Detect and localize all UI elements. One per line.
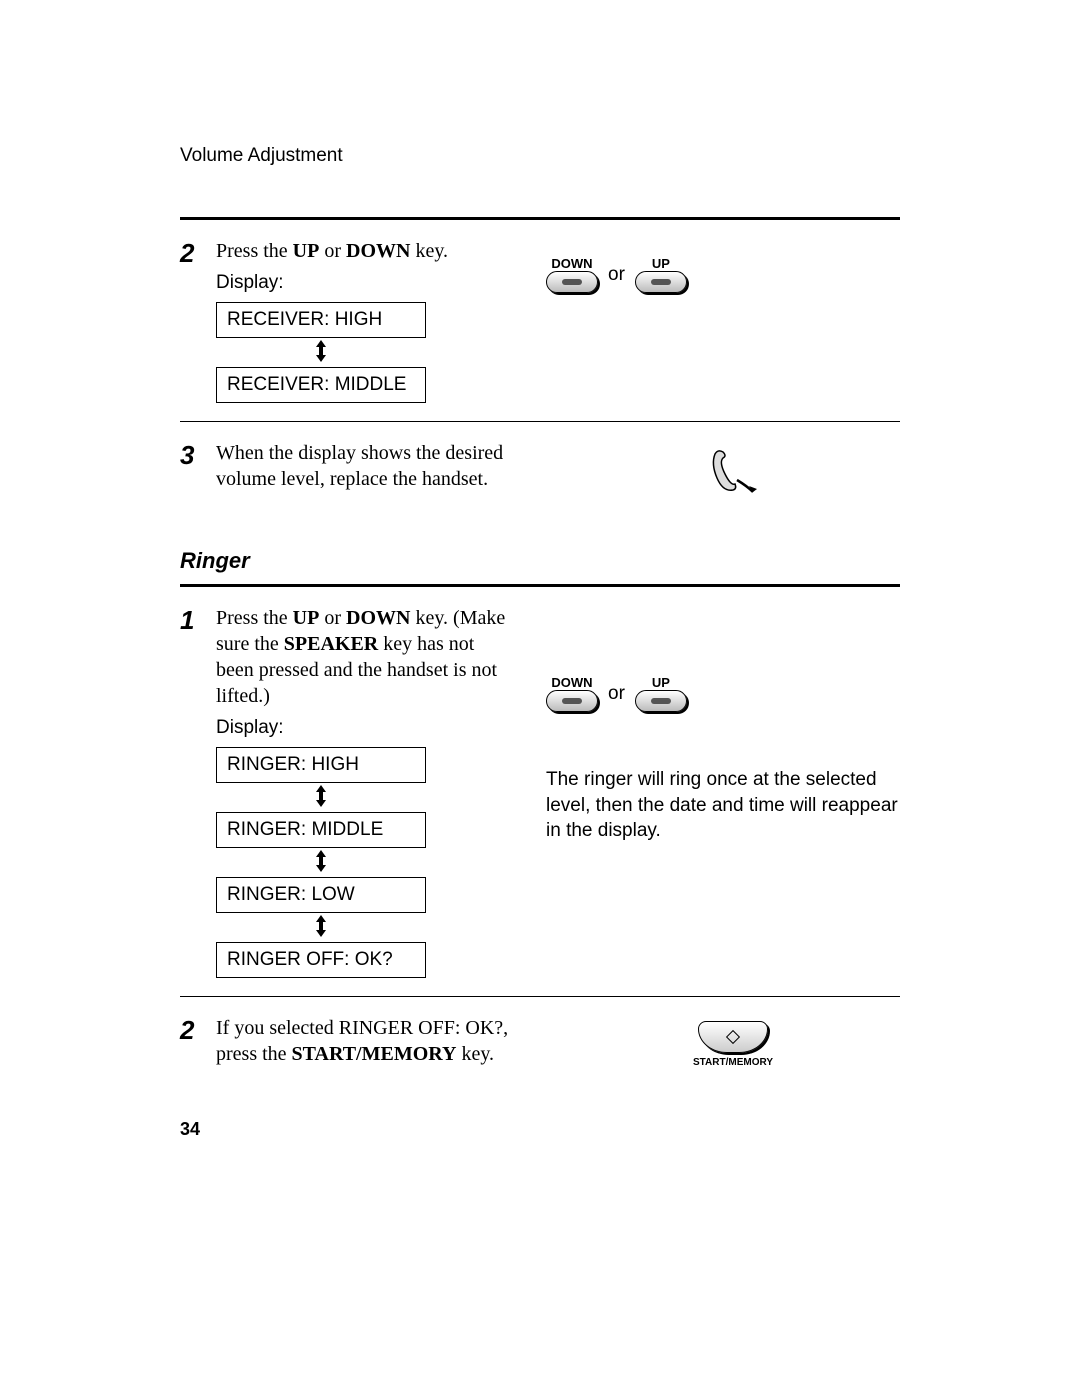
text: Press the — [216, 607, 293, 629]
button-illustration: DOWN or UP — [546, 256, 900, 293]
step-number: 3 — [180, 440, 216, 468]
step-instruction: Press the UP or DOWN key. (Make sure the… — [216, 605, 516, 709]
text: Press the — [216, 240, 293, 262]
text: or — [319, 240, 346, 262]
or-text: or — [608, 683, 625, 705]
up-button-icon — [635, 690, 687, 712]
text: key. — [410, 240, 448, 262]
button-label: DOWN — [551, 256, 592, 271]
step-row: 3 When the display shows the desired vol… — [180, 422, 900, 518]
text: or — [319, 607, 346, 629]
button-illustration: DOWN or UP — [546, 675, 900, 712]
handset-icon — [566, 444, 900, 499]
step-instruction: If you selected RINGER OFF: OK?, press t… — [216, 1015, 536, 1067]
lcd-display: RECEIVER: MIDDLE — [216, 367, 426, 403]
start-memory-button-icon: START/MEMORY — [566, 1021, 900, 1068]
text-bold: SPEAKER — [284, 633, 378, 655]
page-header: Volume Adjustment — [180, 145, 900, 167]
button-label: START/MEMORY — [693, 1057, 773, 1068]
text-bold: DOWN — [346, 607, 410, 629]
updown-arrow-icon — [216, 783, 426, 812]
step-row: 2 If you selected RINGER OFF: OK?, press… — [180, 997, 900, 1093]
text-bold: DOWN — [346, 240, 410, 262]
lcd-display: RINGER OFF: OK? — [216, 942, 426, 978]
step-row: 1 Press the UP or DOWN key. (Make sure t… — [180, 587, 900, 996]
lcd-display: RINGER: MIDDLE — [216, 812, 426, 848]
step-number: 2 — [180, 238, 216, 266]
note-text: The ringer will ring once at the selecte… — [546, 767, 900, 844]
or-text: or — [608, 264, 625, 286]
step-instruction: Press the UP or DOWN key. — [216, 238, 516, 264]
down-button-icon — [546, 690, 598, 712]
updown-arrow-icon — [216, 338, 426, 367]
display-label: Display: — [216, 717, 516, 739]
lcd-display: RINGER: LOW — [216, 877, 426, 913]
step-instruction: When the display shows the desired volum… — [216, 440, 536, 492]
down-button-icon — [546, 271, 598, 293]
text-bold: START/MEMORY — [292, 1043, 457, 1065]
text-bold: UP — [293, 607, 320, 629]
display-label: Display: — [216, 272, 516, 294]
text: key. — [456, 1043, 494, 1065]
step-number: 1 — [180, 605, 216, 633]
button-label: UP — [652, 256, 670, 271]
lcd-display: RINGER: HIGH — [216, 747, 426, 783]
updown-arrow-icon — [216, 848, 426, 877]
up-button-icon — [635, 271, 687, 293]
step-row: 2 Press the UP or DOWN key. Display: REC… — [180, 220, 900, 421]
section-heading: Ringer — [180, 548, 900, 574]
step-number: 2 — [180, 1015, 216, 1043]
updown-arrow-icon — [216, 913, 426, 942]
button-label: DOWN — [551, 675, 592, 690]
page-number: 34 — [180, 1119, 900, 1140]
button-label: UP — [652, 675, 670, 690]
text-bold: UP — [293, 240, 320, 262]
lcd-display: RECEIVER: HIGH — [216, 302, 426, 338]
